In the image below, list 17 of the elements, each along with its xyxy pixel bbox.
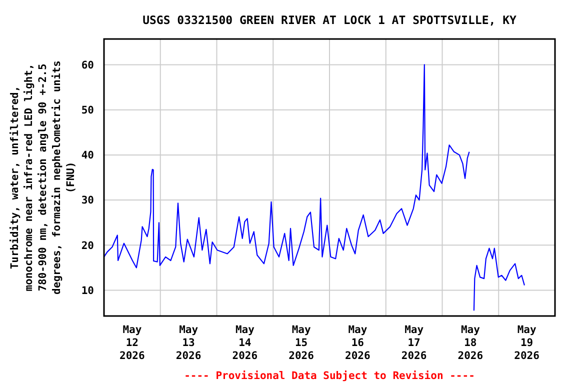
x-tick-label: May 19 2026 (514, 324, 540, 362)
x-tick-label: May 17 2026 (401, 324, 427, 362)
x-tick-label: May 13 2026 (176, 324, 202, 362)
y-tick-label: 60 (81, 59, 94, 72)
y-axis-title: Turbidity, water, unfiltered, monochrome near infra-red LED light, 780-900 nm, detection angle 90 +-2.5 degrees, formazin nephelometric units (FNU) (9, 60, 77, 294)
y-tick-label: 10 (81, 284, 94, 297)
x-tick-label: May 15 2026 (288, 324, 314, 362)
y-tick-label: 50 (81, 104, 94, 117)
text: ---- Provisional Data Subject to Revision ---- (184, 370, 475, 382)
x-tick-label: May 18 2026 (458, 324, 484, 362)
y-tick-label: 30 (81, 194, 94, 207)
y-tick-label: 40 (81, 150, 94, 162)
y-tick-label: 20 (81, 240, 94, 252)
x-tick-label: May 12 2026 (120, 324, 145, 362)
x-tick-label: May 16 2026 (345, 324, 370, 362)
x-tick-label: May 14 2026 (232, 324, 258, 362)
chart-title: USGS 03321500 GREEN RIVER AT LOCK 1 AT SPOTTSVILLE, KY (142, 13, 517, 27)
